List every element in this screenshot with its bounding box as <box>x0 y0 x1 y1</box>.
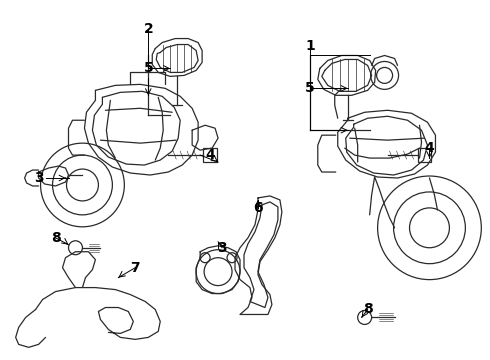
Text: 2: 2 <box>144 22 153 36</box>
Text: 4: 4 <box>425 141 434 155</box>
Text: 4: 4 <box>205 148 215 162</box>
Text: 8: 8 <box>363 302 372 316</box>
Text: 3: 3 <box>217 241 227 255</box>
Text: 5: 5 <box>305 81 315 95</box>
Text: 5: 5 <box>144 62 153 76</box>
Text: 6: 6 <box>253 201 263 215</box>
Text: 8: 8 <box>50 231 60 245</box>
Text: 7: 7 <box>130 261 140 275</box>
Text: 3: 3 <box>34 171 44 185</box>
Text: 1: 1 <box>305 39 315 53</box>
